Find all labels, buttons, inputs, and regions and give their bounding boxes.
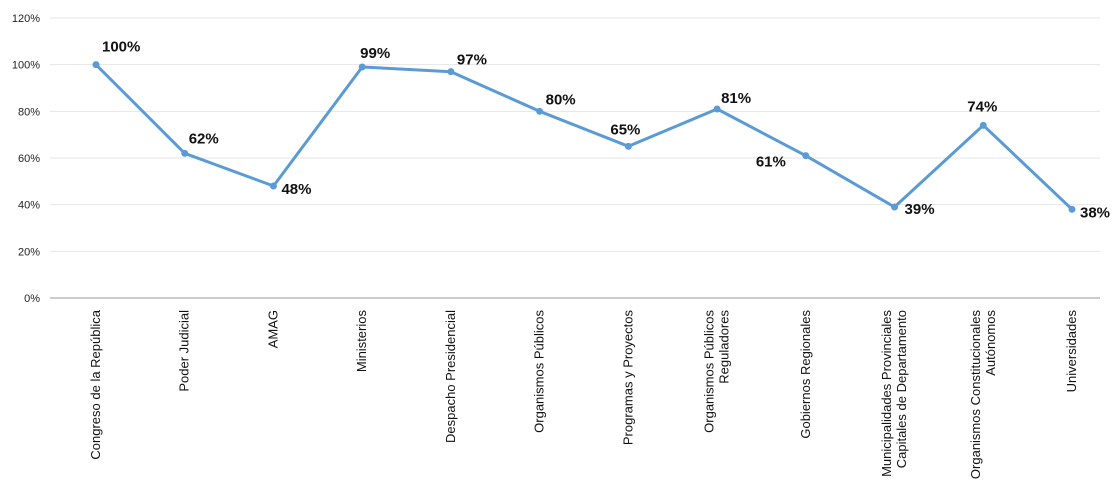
data-point — [713, 105, 721, 113]
x-tick-label: Universidades — [1064, 310, 1079, 393]
data-labels: 100% 62% 48% 99% 97% 80% 65% 81% 61% 39% 74% 38% — [102, 39, 1110, 222]
x-tick-label: Organismos Constitucionales Autónomos — [968, 310, 998, 480]
data-label: 99% — [360, 45, 390, 62]
x-tick-label-line: Congreso de la República — [88, 309, 103, 459]
x-tick-label-line: Municipalidades Provinciales — [879, 310, 894, 477]
y-tick-label: 60% — [18, 153, 40, 165]
y-tick-label: 100% — [12, 60, 40, 72]
x-tick-label: Organismos Públicos Reguladores — [702, 310, 732, 433]
data-point — [624, 142, 632, 150]
data-point — [181, 149, 189, 157]
x-tick-label-line: Programas y Proyectos — [620, 310, 635, 446]
data-point — [891, 203, 899, 211]
x-tick-label-line: Ministerios — [354, 310, 369, 373]
y-tick-label: 40% — [18, 200, 40, 212]
grid-lines — [50, 17, 1100, 252]
x-tick-label-line: Organismos Constitucionales — [968, 310, 983, 480]
data-point — [358, 63, 366, 71]
y-tick-label: 0% — [24, 293, 40, 305]
data-label: 100% — [102, 39, 140, 56]
data-label: 81% — [721, 90, 751, 107]
y-tick-label: 120% — [12, 13, 40, 25]
x-tick-label: Municipalidades Provinciales Capitales de… — [879, 310, 909, 477]
data-point — [979, 121, 987, 129]
data-label: 38% — [1080, 204, 1110, 221]
y-tick-label: 80% — [18, 106, 40, 118]
data-point — [802, 152, 810, 160]
data-point — [536, 107, 544, 115]
x-tick-label: Programas y Proyectos — [620, 310, 635, 446]
x-tick-label: Gobiernos Regionales — [798, 310, 813, 439]
data-label: 97% — [457, 52, 487, 69]
data-label: 61% — [756, 154, 786, 171]
series-line — [94, 63, 1074, 211]
data-label: 80% — [546, 91, 576, 108]
data-point — [447, 68, 455, 76]
data-point — [1068, 205, 1076, 213]
y-tick-label: 20% — [18, 246, 40, 258]
x-tick-label-line: AMAG — [265, 310, 280, 348]
data-label: 65% — [610, 121, 640, 138]
data-point — [269, 182, 277, 190]
x-tick-label: Poder Judicial — [177, 310, 192, 392]
x-tick-label-line: Organismos Públicos — [702, 310, 717, 433]
data-point — [92, 61, 100, 69]
data-label: 39% — [905, 201, 935, 218]
x-tick-label: Congreso de la República — [88, 309, 103, 459]
x-tick-label-line: Poder Judicial — [177, 310, 192, 392]
x-tick-label: Organismos Públicos — [532, 310, 547, 433]
x-tick-label-line: Gobiernos Regionales — [798, 310, 813, 439]
x-tick-label-line: Despacho Presidencial — [443, 310, 458, 443]
y-axis-ticks: 0% 20% 40% 60% 80% 100% 120% — [12, 13, 40, 305]
x-tick-label-line: Universidades — [1064, 310, 1079, 393]
x-tick-label: Ministerios — [354, 310, 369, 373]
x-tick-label-line: Autónomos — [983, 310, 998, 376]
data-label: 74% — [967, 98, 997, 115]
data-points — [92, 61, 1076, 213]
x-tick-label: Despacho Presidencial — [443, 310, 458, 443]
x-tick-label-line: Reguladores — [717, 310, 732, 384]
data-label: 62% — [189, 130, 219, 147]
data-label: 48% — [281, 181, 311, 198]
x-tick-label-line: Organismos Públicos — [532, 310, 547, 433]
x-axis-ticks: Congreso de la República Poder Judicial AM… — [88, 309, 1079, 479]
x-tick-label: AMAG — [265, 310, 280, 348]
x-tick-label-line: Capitales de Departamento — [894, 310, 909, 468]
